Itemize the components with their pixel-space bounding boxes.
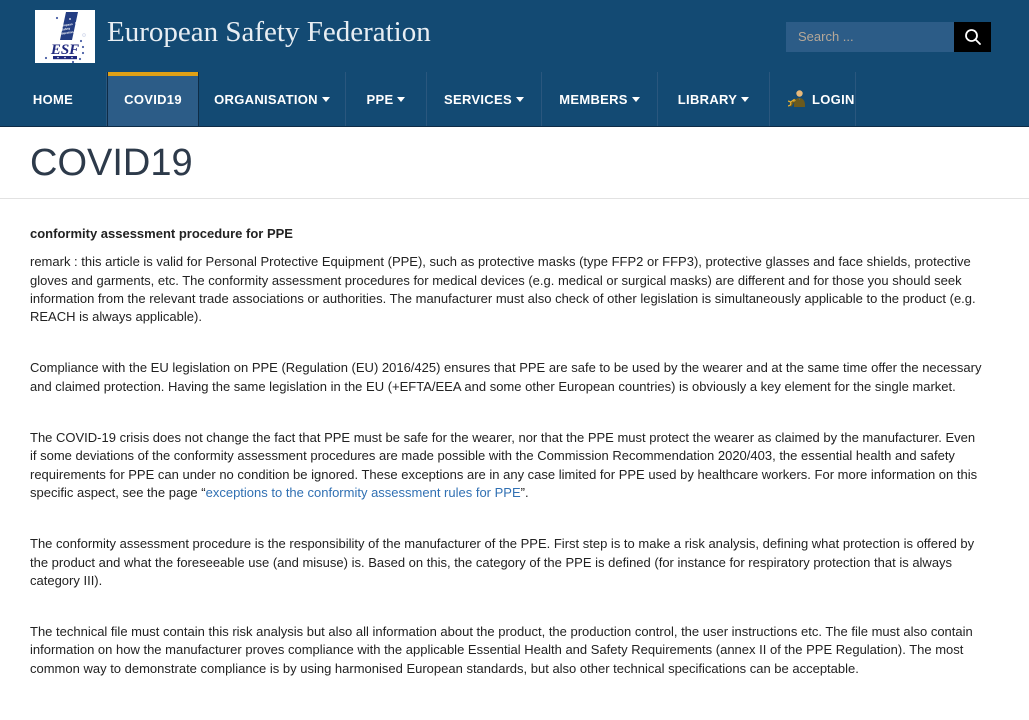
svg-text:ESF: ESF (50, 42, 79, 58)
